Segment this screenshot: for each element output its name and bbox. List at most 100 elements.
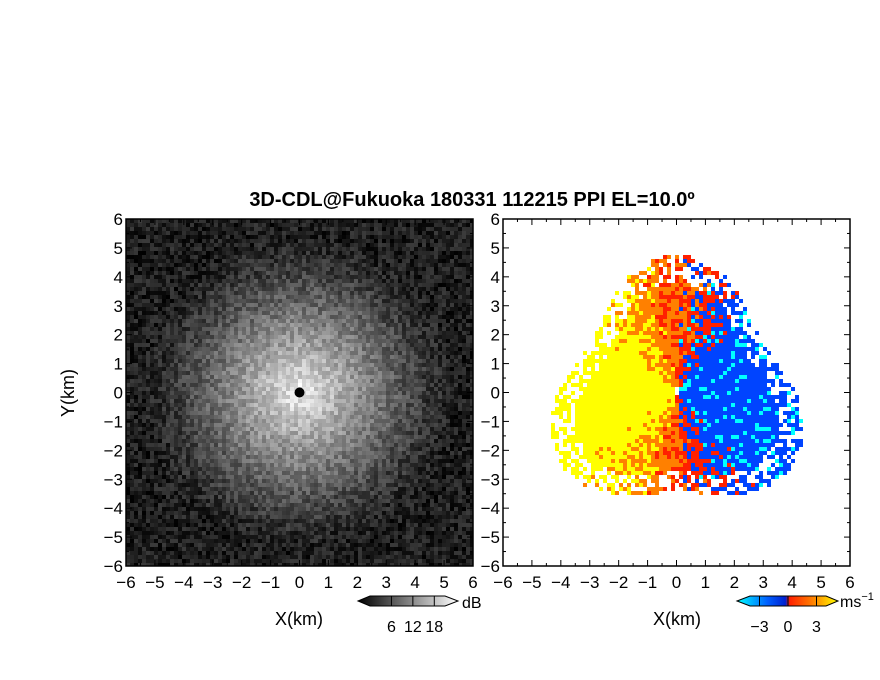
reflectivity-pixel [294, 375, 298, 379]
reflectivity-pixel [362, 399, 366, 403]
reflectivity-pixel [134, 367, 138, 371]
reflectivity-pixel [314, 335, 318, 339]
reflectivity-pixel [298, 363, 302, 367]
reflectivity-pixel [170, 367, 174, 371]
reflectivity-pixel [426, 247, 430, 251]
reflectivity-pixel [402, 235, 406, 239]
reflectivity-pixel [182, 259, 186, 263]
reflectivity-pixel [446, 383, 450, 387]
reflectivity-pixel [206, 371, 210, 375]
reflectivity-pixel [342, 403, 346, 407]
reflectivity-pixel [410, 363, 414, 367]
reflectivity-pixel [258, 383, 262, 387]
reflectivity-pixel [186, 371, 190, 375]
reflectivity-pixel [226, 435, 230, 439]
reflectivity-pixel [334, 235, 338, 239]
reflectivity-pixel [430, 299, 434, 303]
reflectivity-pixel [162, 415, 166, 419]
reflectivity-pixel [438, 287, 442, 291]
reflectivity-pixel [210, 255, 214, 259]
reflectivity-pixel [370, 359, 374, 363]
reflectivity-pixel [226, 239, 230, 243]
reflectivity-pixel [230, 351, 234, 355]
reflectivity-pixel [270, 383, 274, 387]
reflectivity-pixel [466, 247, 470, 251]
reflectivity-pixel [266, 371, 270, 375]
reflectivity-pixel [314, 323, 318, 327]
reflectivity-pixel [334, 419, 338, 423]
reflectivity-pixel [442, 331, 446, 335]
reflectivity-pixel [290, 443, 294, 447]
reflectivity-pixel [366, 299, 370, 303]
reflectivity-pixel [158, 387, 162, 391]
reflectivity-pixel [250, 251, 254, 255]
reflectivity-pixel [310, 391, 314, 395]
reflectivity-pixel [326, 303, 330, 307]
reflectivity-pixel [270, 275, 274, 279]
reflectivity-pixel [158, 435, 162, 439]
reflectivity-pixel [386, 387, 390, 391]
reflectivity-pixel [206, 351, 210, 355]
reflectivity-pixel [202, 403, 206, 407]
reflectivity-pixel [298, 415, 302, 419]
reflectivity-pixel [142, 311, 146, 315]
reflectivity-pixel [370, 243, 374, 247]
reflectivity-pixel [398, 243, 402, 247]
reflectivity-pixel [186, 375, 190, 379]
reflectivity-pixel [350, 267, 354, 271]
reflectivity-pixel [326, 227, 330, 231]
reflectivity-pixel [146, 235, 150, 239]
reflectivity-pixel [158, 279, 162, 283]
reflectivity-pixel [218, 287, 222, 291]
reflectivity-pixel [438, 251, 442, 255]
reflectivity-pixel [454, 279, 458, 283]
reflectivity-pixel [366, 423, 370, 427]
reflectivity-pixel [462, 227, 466, 231]
reflectivity-pixel [178, 419, 182, 423]
reflectivity-pixel [250, 339, 254, 343]
reflectivity-pixel [386, 271, 390, 275]
reflectivity-pixel [434, 427, 438, 431]
reflectivity-pixel [286, 263, 290, 267]
reflectivity-pixel [430, 411, 434, 415]
reflectivity-pixel [302, 359, 306, 363]
reflectivity-pixel [214, 247, 218, 251]
reflectivity-pixel [318, 251, 322, 255]
reflectivity-pixel [206, 443, 210, 447]
reflectivity-pixel [218, 379, 222, 383]
reflectivity-pixel [214, 419, 218, 423]
reflectivity-pixel [146, 263, 150, 267]
reflectivity-pixel [230, 419, 234, 423]
reflectivity-pixel [462, 399, 466, 403]
reflectivity-pixel [310, 407, 314, 411]
reflectivity-pixel [162, 251, 166, 255]
reflectivity-pixel [306, 259, 310, 263]
reflectivity-pixel [142, 347, 146, 351]
reflectivity-pixel [366, 371, 370, 375]
reflectivity-pixel [138, 351, 142, 355]
reflectivity-pixel [258, 279, 262, 283]
reflectivity-pixel [426, 315, 430, 319]
reflectivity-pixel [414, 279, 418, 283]
reflectivity-pixel [246, 443, 250, 447]
reflectivity-pixel [310, 227, 314, 231]
reflectivity-pixel [290, 427, 294, 431]
reflectivity-pixel [322, 223, 326, 227]
reflectivity-pixel [422, 363, 426, 367]
reflectivity-pixel [322, 383, 326, 387]
reflectivity-pixel [330, 435, 334, 439]
reflectivity-pixel [174, 219, 178, 223]
reflectivity-pixel [446, 443, 450, 447]
reflectivity-pixel [354, 423, 358, 427]
reflectivity-pixel [374, 367, 378, 371]
reflectivity-pixel [314, 435, 318, 439]
reflectivity-pixel [306, 255, 310, 259]
reflectivity-pixel [450, 255, 454, 259]
reflectivity-pixel [390, 435, 394, 439]
reflectivity-pixel [322, 299, 326, 303]
reflectivity-pixel [326, 411, 330, 415]
reflectivity-pixel [454, 235, 458, 239]
reflectivity-pixel [262, 259, 266, 263]
reflectivity-pixel [342, 347, 346, 351]
reflectivity-pixel [338, 235, 342, 239]
